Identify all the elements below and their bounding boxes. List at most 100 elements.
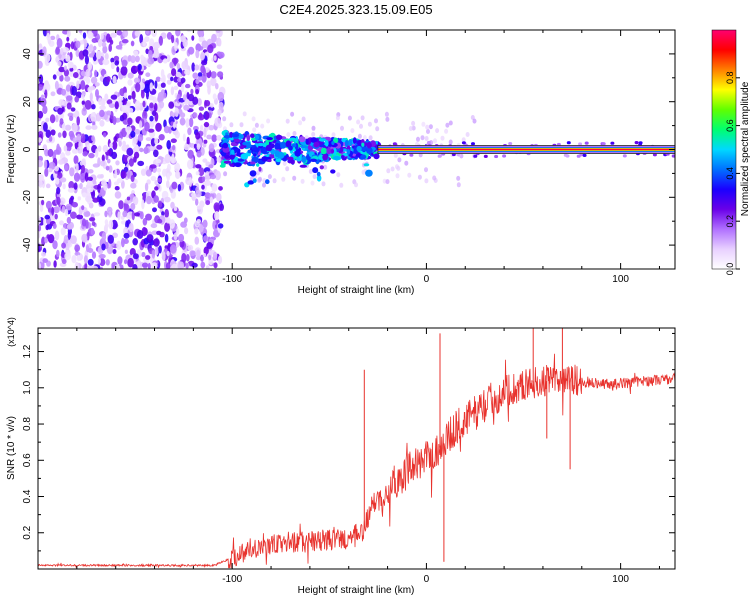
noise-blob: [90, 112, 97, 123]
halo-blob: [456, 175, 461, 181]
snr-panel: -100 0 100 0.2 0.4 0.6 0.8 1.0 1.2 (x10^4) Heigh…: [6, 317, 676, 596]
noise-blob: [166, 250, 170, 257]
noise-blob: [97, 145, 102, 152]
noise-blob: [67, 187, 75, 193]
noise-blob: [38, 174, 44, 182]
halo-blob: [385, 179, 390, 185]
noise-blob: [134, 151, 140, 159]
noise-blob: [106, 99, 113, 105]
noise-blob: [164, 208, 169, 219]
noise-blob: [91, 124, 98, 130]
noise-blob: [131, 90, 136, 100]
line-side-blob: [471, 142, 475, 146]
noise-blob: [51, 206, 55, 216]
noise-blob: [87, 61, 92, 71]
signal-blob: [342, 148, 348, 152]
noise-blob: [107, 158, 111, 164]
noise-blob: [192, 96, 199, 106]
noise-blob: [217, 71, 224, 78]
noise-blob: [217, 223, 224, 229]
noise-blob: [217, 255, 223, 265]
noise-blob: [185, 118, 190, 128]
spectrogram-axes: -100 0 100 -40 -20 0 20 40: [22, 30, 675, 285]
x-tick-label: 100: [612, 574, 629, 585]
colorbar: 0.0 0.2 0.4 0.6 0.8 Normalized spectral ampl…: [711, 29, 750, 275]
halo-blob: [356, 119, 361, 125]
halo-blob: [285, 166, 290, 172]
noise-blob: [52, 240, 58, 250]
noise-blob: [114, 60, 119, 66]
noise-blob: [143, 146, 149, 155]
noise-blob: [89, 86, 96, 91]
line-side-blob: [582, 153, 587, 157]
colorbar-tick-label: 0.8: [725, 72, 735, 85]
noise-blob: [174, 162, 181, 173]
noise-blob: [69, 71, 74, 78]
noise-blob: [63, 65, 68, 71]
noise-blob: [211, 134, 217, 143]
noise-blob: [115, 160, 120, 166]
noise-blob: [116, 66, 120, 73]
noise-blob: [116, 178, 123, 184]
noise-blob: [145, 255, 151, 260]
halo-blob: [354, 182, 358, 188]
halo-blob: [286, 132, 291, 138]
noise-blob: [130, 55, 136, 64]
noise-blob: [65, 203, 73, 211]
colorbar-gradient: [712, 30, 736, 269]
noise-blob: [142, 38, 147, 47]
halo-blob: [340, 125, 344, 131]
signal-blob: [326, 147, 332, 155]
signal-blob: [265, 144, 273, 152]
signal-blob: [299, 164, 307, 168]
noise-blob: [45, 129, 52, 138]
noise-blob: [62, 47, 69, 53]
noise-blob: [151, 262, 158, 269]
noise-blob: [197, 98, 202, 106]
noise-blob: [78, 30, 83, 34]
noise-blob: [55, 46, 60, 55]
noise-blob: [85, 195, 92, 203]
noise-blob: [101, 154, 105, 163]
noise-blob: [146, 179, 151, 185]
noise-blob: [132, 264, 138, 269]
noise-blob: [182, 38, 188, 48]
signal-blob: [266, 137, 273, 141]
noise-blob: [175, 30, 181, 37]
signal-blob: [250, 133, 255, 138]
line-side-blob: [652, 153, 657, 157]
noise-blob: [108, 165, 113, 173]
noise-blob: [106, 33, 111, 43]
noise-blob: [76, 254, 81, 262]
noise-blob: [50, 129, 56, 136]
noise-blob: [142, 218, 148, 226]
noise-blob: [166, 172, 171, 181]
noise-blob: [38, 137, 42, 143]
signal-blob: [275, 134, 283, 140]
noise-blob: [218, 101, 224, 111]
noise-blob: [180, 221, 188, 228]
halo-blob: [445, 122, 450, 128]
noise-blob: [200, 51, 206, 60]
line-side-blob: [392, 142, 397, 146]
noise-blob: [81, 192, 87, 198]
noise-blob: [65, 42, 71, 49]
noise-blob: [47, 148, 54, 158]
noise-blob: [164, 233, 169, 243]
noise-blob: [77, 196, 82, 201]
noise-blob: [53, 206, 60, 214]
noise-blob: [168, 101, 175, 109]
noise-blob: [60, 227, 66, 236]
halo-blob: [312, 174, 317, 180]
colorbar-label: Normalized spectral amplitude: [740, 81, 750, 216]
halo-blob: [386, 168, 391, 174]
noise-blob: [53, 149, 60, 155]
noise-blob: [64, 124, 72, 131]
signal-blob: [234, 162, 242, 167]
noise-blob: [90, 76, 98, 84]
noise-blob: [69, 67, 74, 72]
noise-blob: [48, 136, 53, 142]
noise-blob: [87, 45, 94, 53]
noise-blob: [99, 120, 105, 127]
